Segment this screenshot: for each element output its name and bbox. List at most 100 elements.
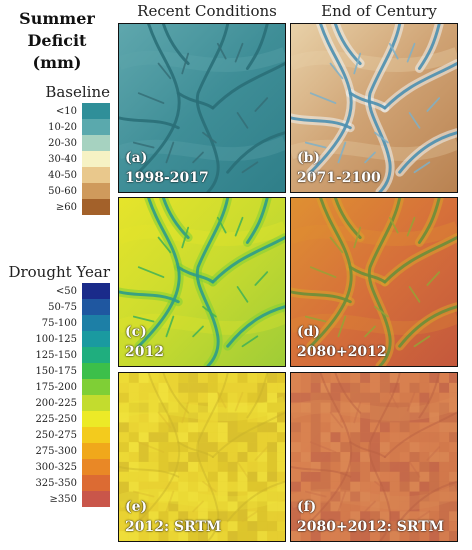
map-panel-e: (e) 2012: SRTM <box>118 372 286 542</box>
legend-entry: 250-275 <box>8 427 110 443</box>
map-panel-a: (a) 1998-2017 <box>118 23 286 193</box>
legend-entry-label: 50-75 <box>48 301 77 313</box>
map-panel-b: (b) 2071-2100 <box>290 23 458 193</box>
panel-label-d: 2080+2012 <box>297 344 387 360</box>
panel-caption-d: (d) 2080+2012 <box>297 321 387 361</box>
legend-entry: 200-225 <box>8 395 110 411</box>
figure-title-line-2: Deficit (mm) <box>27 31 87 72</box>
legend-entry-label: 250-275 <box>35 429 77 441</box>
map-panel-f: (f) 2080+2012: SRTM <box>290 372 458 542</box>
legend-swatch <box>82 315 110 331</box>
legend-entry-label: <10 <box>55 105 77 117</box>
legend-swatch <box>82 299 110 315</box>
panel-caption-a: (a) 1998-2017 <box>125 147 209 187</box>
legend-entry-label: 175-200 <box>35 381 77 393</box>
legend-swatch <box>82 395 110 411</box>
legend-swatch <box>82 183 110 199</box>
legend-swatch <box>82 119 110 135</box>
hillshade-map-c <box>119 198 285 366</box>
panel-letter-a: (a) <box>125 150 148 166</box>
hillshade-map-f <box>291 373 457 541</box>
legend-entry-label: 300-325 <box>35 461 77 473</box>
legend-swatch <box>82 135 110 151</box>
hillshade-map-a <box>119 24 285 192</box>
legend-entry: 225-250 <box>8 411 110 427</box>
panel-label-c: 2012 <box>125 344 164 360</box>
legend-swatch <box>82 151 110 167</box>
legend-entry-label: 30-40 <box>48 153 77 165</box>
legend-entry-label: 20-30 <box>48 137 77 149</box>
legend-entry: 275-300 <box>8 443 110 459</box>
panel-letter-c: (c) <box>125 324 147 340</box>
map-panel-c: (c) 2012 <box>118 197 286 367</box>
legend-entry-label: 125-150 <box>35 349 77 361</box>
legend-entry: 300-325 <box>8 459 110 475</box>
panel-caption-f: (f) 2080+2012: SRTM <box>297 496 444 536</box>
figure-title-line-1: Summer <box>19 9 95 28</box>
hillshade-map-d <box>291 198 457 366</box>
legend-entry-label: 40-50 <box>48 169 77 181</box>
legend-entry-label: 50-60 <box>48 185 77 197</box>
panel-caption-b: (b) 2071-2100 <box>297 147 381 187</box>
hillshade-map-e <box>119 373 285 541</box>
legend-entry: 30-40 <box>8 151 110 167</box>
legend-entry-label: 100-125 <box>35 333 77 345</box>
panel-letter-e: (e) <box>125 499 148 515</box>
legend-swatch <box>82 475 110 491</box>
panel-letter-b: (b) <box>297 150 321 166</box>
legend-entry-label: 150-175 <box>35 365 77 377</box>
legend-entry: 50-60 <box>8 183 110 199</box>
legend-entry: ≥60 <box>8 199 110 215</box>
legend-swatch <box>82 167 110 183</box>
drought-legend: Drought Year <50 50-75 75-100 100-125 125-15… <box>8 263 110 507</box>
hillshade-map-b <box>291 24 457 192</box>
baseline-legend-title: Baseline <box>45 83 110 101</box>
legend-entry-label: 10-20 <box>48 121 77 133</box>
legend-entry: <10 <box>8 103 110 119</box>
map-panel-d: (d) 2080+2012 <box>290 197 458 367</box>
legend-entry: 50-75 <box>8 299 110 315</box>
panel-label-f: 2080+2012: SRTM <box>297 519 445 535</box>
legend-entry-label: <50 <box>55 285 77 297</box>
legend-entry: 20-30 <box>8 135 110 151</box>
legend-swatch <box>82 379 110 395</box>
legend-entry: 150-175 <box>8 363 110 379</box>
panel-letter-d: (d) <box>297 324 321 340</box>
legend-swatch <box>82 491 110 507</box>
legend-swatch <box>82 427 110 443</box>
legend-swatch <box>82 347 110 363</box>
column-header-recent: Recent Conditions <box>137 2 277 20</box>
panel-letter-f: (f) <box>297 499 317 515</box>
legend-swatch <box>82 459 110 475</box>
legend-entry-label: ≥350 <box>49 493 77 505</box>
legend-entry: 325-350 <box>8 475 110 491</box>
legend-swatch <box>82 199 110 215</box>
legend-entry: 125-150 <box>8 347 110 363</box>
legend-swatch <box>82 331 110 347</box>
legend-entry-label: 200-225 <box>35 397 77 409</box>
drought-legend-title: Drought Year <box>8 263 110 281</box>
legend-entry: 10-20 <box>8 119 110 135</box>
figure-title: Summer Deficit (mm) <box>4 8 110 74</box>
legend-swatch <box>82 283 110 299</box>
legend-swatch <box>82 411 110 427</box>
legend-entry-label: ≥60 <box>55 201 77 213</box>
panel-label-a: 1998-2017 <box>125 170 209 186</box>
panel-label-e: 2012: SRTM <box>125 519 222 535</box>
legend-entry-label: 275-300 <box>35 445 77 457</box>
legend-swatch <box>82 363 110 379</box>
legend-entry: <50 <box>8 283 110 299</box>
baseline-legend: Baseline <10 10-20 20-30 30-40 40-50 50-60 ≥60 <box>8 83 110 215</box>
legend-entry-label: 225-250 <box>35 413 77 425</box>
legend-swatch <box>82 443 110 459</box>
legend-entry: 40-50 <box>8 167 110 183</box>
column-header-end-of-century: End of Century <box>321 2 437 20</box>
legend-entry: 100-125 <box>8 331 110 347</box>
panel-caption-e: (e) 2012: SRTM <box>125 496 221 536</box>
legend-entry-label: 75-100 <box>41 317 77 329</box>
legend-entry-label: 325-350 <box>35 477 77 489</box>
panel-caption-c: (c) 2012 <box>125 321 164 361</box>
legend-entry: 175-200 <box>8 379 110 395</box>
legend-swatch <box>82 103 110 119</box>
legend-entry: ≥350 <box>8 491 110 507</box>
